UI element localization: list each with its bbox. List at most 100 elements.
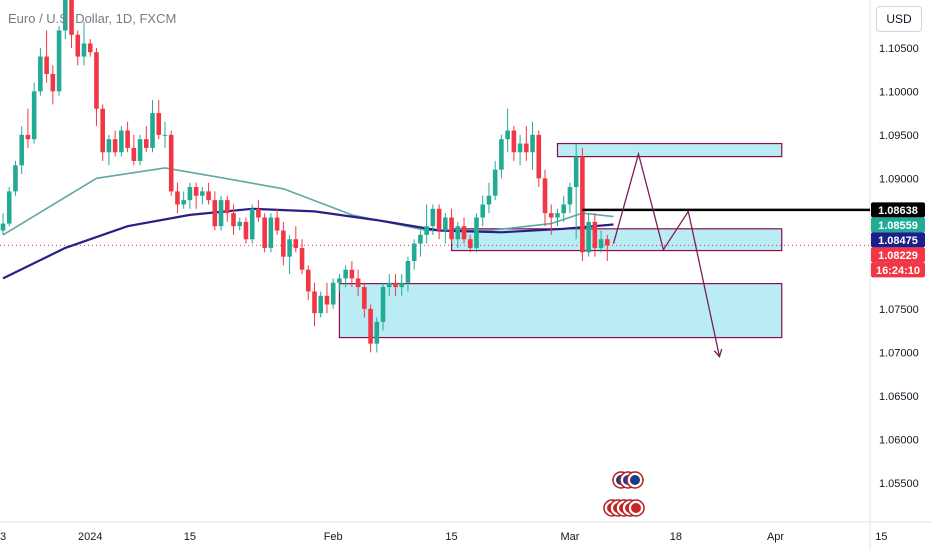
candle-body <box>318 296 323 313</box>
candle-body <box>406 261 411 283</box>
x-tick-label: 15 <box>184 531 196 543</box>
price-label: 1.08638 <box>878 205 918 217</box>
candle-body <box>213 200 218 226</box>
price-label: 1.08229 <box>878 250 918 262</box>
candle-body <box>57 30 62 91</box>
x-tick-label: Feb <box>324 531 343 543</box>
candle-body <box>605 239 610 245</box>
candle-body <box>269 218 274 248</box>
candle-body <box>231 213 236 226</box>
candle-body <box>580 157 585 253</box>
candle-body <box>593 222 598 248</box>
candle-body <box>281 231 286 257</box>
zone-rectangle <box>557 144 781 157</box>
candle-body <box>169 135 174 192</box>
candle-body <box>524 144 529 153</box>
y-tick-label: 1.06000 <box>879 434 919 446</box>
x-tick-label: Mar <box>560 531 579 543</box>
candle-body <box>125 131 130 148</box>
candle-body <box>399 283 404 287</box>
candle-body <box>144 139 149 148</box>
candle-body <box>512 131 517 153</box>
candle-body <box>287 239 292 256</box>
y-tick-label: 1.06500 <box>879 391 919 403</box>
candle-body <box>44 57 49 74</box>
candle-body <box>381 287 386 322</box>
candle-body <box>225 200 230 213</box>
candle-body <box>375 322 380 344</box>
candle-body <box>480 204 485 217</box>
candle-body <box>387 283 392 287</box>
candle-body <box>437 209 442 231</box>
candle-body <box>331 283 336 305</box>
x-tick-label: 15 <box>875 531 887 543</box>
candle-body <box>200 191 205 195</box>
candle-body <box>350 270 355 279</box>
candle-body <box>100 109 105 153</box>
symbol-title: Euro / U.S. Dollar, 1D, FXCM <box>8 11 176 26</box>
candle-body <box>343 270 348 279</box>
candle-body <box>13 165 18 191</box>
candle-body <box>312 291 317 313</box>
candle-body <box>543 178 548 213</box>
candle-body <box>468 239 473 248</box>
price-label: 1.08559 <box>878 220 918 232</box>
candle-body <box>19 135 24 165</box>
price-label: 16:24:10 <box>876 265 920 277</box>
candle-body <box>256 209 261 218</box>
candle-body <box>536 135 541 179</box>
candle-body <box>368 309 373 344</box>
candle-body <box>424 226 429 235</box>
currency-button[interactable]: USD <box>876 6 922 32</box>
price-label: 1.08475 <box>878 235 918 247</box>
x-tick-label: Apr <box>767 531 784 543</box>
candle-body <box>194 187 199 196</box>
candle-body <box>107 139 112 152</box>
candle-body <box>82 44 87 57</box>
candle-body <box>362 287 367 309</box>
candle-body <box>188 187 193 200</box>
candle-body <box>7 191 12 223</box>
candle-body <box>568 187 573 204</box>
candle-body <box>94 52 99 109</box>
y-tick-label: 1.07500 <box>879 304 919 316</box>
candle-body <box>26 135 31 139</box>
candle-body <box>505 131 510 140</box>
candle-body <box>156 113 161 135</box>
candle-body <box>219 200 224 226</box>
candle-body <box>493 170 498 196</box>
candle-body <box>356 278 361 287</box>
candle-body <box>462 226 467 239</box>
candle-body <box>163 135 168 136</box>
candle-body <box>449 218 454 240</box>
candle-body <box>175 191 180 204</box>
candle-body <box>51 74 56 91</box>
candle-body <box>138 139 143 161</box>
x-tick-label: 2024 <box>78 531 102 543</box>
y-tick-label: 1.10000 <box>879 86 919 98</box>
candle-body <box>262 218 267 248</box>
x-tick-label: 3 <box>0 531 6 543</box>
zone-rectangle <box>339 284 781 338</box>
candle-body <box>555 213 560 217</box>
candle-body <box>294 239 299 248</box>
candle-body <box>530 135 535 152</box>
candle-body <box>275 218 280 231</box>
candle-body <box>75 35 80 57</box>
candle-body <box>474 218 479 248</box>
candle-body <box>393 283 398 287</box>
candle-body <box>113 139 118 152</box>
y-tick-label: 1.07000 <box>879 347 919 359</box>
candle-body <box>38 57 43 92</box>
candle-body <box>88 44 93 53</box>
candle-body <box>132 148 137 161</box>
candle-body <box>487 196 492 205</box>
candle-body <box>306 270 311 292</box>
y-tick-label: 1.09500 <box>879 130 919 142</box>
candle-body <box>586 222 591 252</box>
event-flag-center <box>630 475 640 485</box>
candle-body <box>237 222 242 226</box>
candle-body <box>412 244 417 261</box>
y-tick-label: 1.10500 <box>879 43 919 55</box>
